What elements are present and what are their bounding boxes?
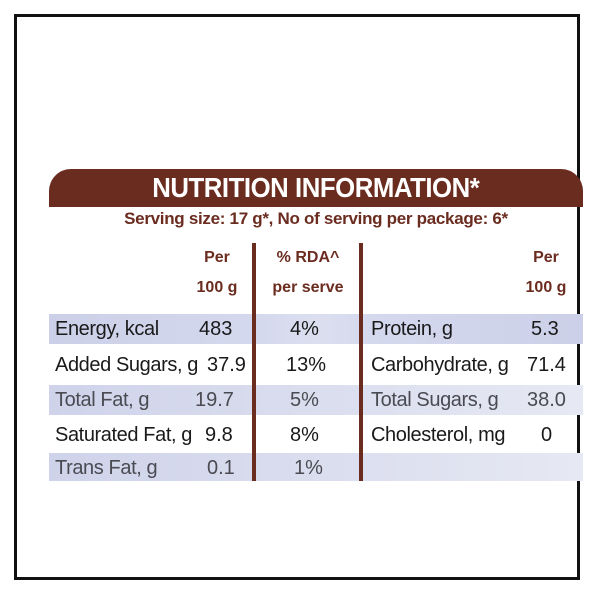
row-label: Trans Fat, g [55, 457, 158, 479]
row-right-value: 5.3 [531, 318, 559, 340]
table-row: Saturated Fat, g 9.8 8% Cholesterol, mg … [49, 420, 583, 450]
header-rda: % RDA^ per serve [272, 249, 344, 296]
column-divider [359, 243, 363, 481]
column-divider [252, 243, 256, 481]
header-per-100g: Per 100 g [196, 249, 238, 296]
row-value: 483 [199, 318, 233, 340]
table-row: Energy, kcal 483 4% Protein, g 5.3 [49, 314, 583, 344]
row-value: 19.7 [195, 389, 234, 411]
row-value: 0.1 [207, 457, 235, 479]
nutrition-label: NUTRITION INFORMATION* Serving size: 17 … [49, 169, 583, 481]
row-right-value: 0 [541, 424, 553, 446]
row-right-label: Carbohydrate, g [371, 354, 509, 376]
row-rda: 8% [290, 424, 319, 446]
table-row: Total Fat, g 19.7 5% Total Sugars, g 38.… [49, 385, 583, 415]
row-right-label: Total Sugars, g [371, 389, 499, 411]
image-frame: NUTRITION INFORMATION* Serving size: 17 … [14, 14, 583, 580]
serving-info: Serving size: 17 g*, No of serving per p… [124, 209, 508, 228]
row-right-label: Protein, g [371, 318, 453, 340]
header-right-per-100g: Per 100 g [525, 249, 567, 296]
row-label: Energy, kcal [55, 318, 159, 340]
row-value: 37.9 [207, 354, 246, 376]
row-right-value: 38.0 [527, 389, 566, 411]
title-banner: NUTRITION INFORMATION* [49, 169, 583, 207]
row-label: Saturated Fat, g [55, 424, 193, 446]
row-right-label: Cholesterol, mg [371, 424, 506, 446]
row-rda: 1% [294, 457, 323, 479]
row-right-value: 71.4 [527, 354, 566, 376]
table-row: Trans Fat, g 0.1 1% [49, 453, 583, 481]
label-title: NUTRITION INFORMATION* [152, 172, 480, 203]
row-value: 9.8 [205, 424, 233, 446]
table-row: Added Sugars, g 37.9 13% Carbohydrate, g… [49, 350, 583, 380]
row-rda: 5% [290, 389, 319, 411]
row-rda: 13% [286, 354, 327, 376]
row-label: Added Sugars, g [55, 354, 198, 376]
row-label: Total Fat, g [55, 389, 150, 411]
row-rda: 4% [290, 318, 319, 340]
